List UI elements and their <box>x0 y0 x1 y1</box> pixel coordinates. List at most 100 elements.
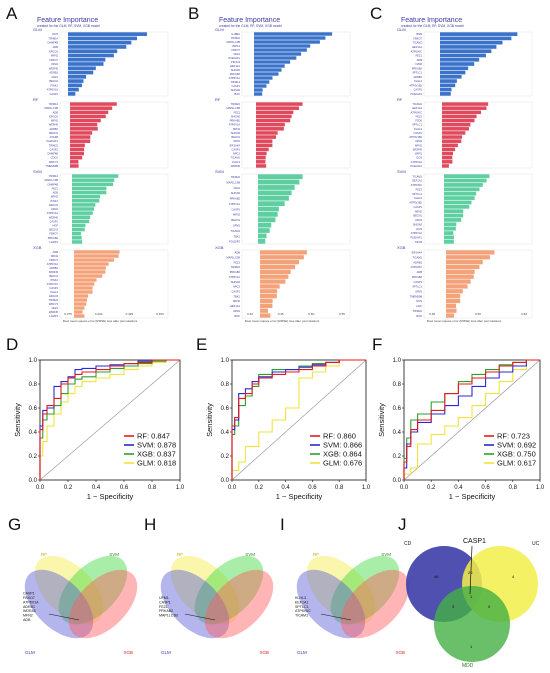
fi-bar <box>258 195 289 201</box>
fi-feature-label: ADB <box>53 110 59 114</box>
fi-bar <box>444 209 464 214</box>
roc-y-axis-label: Sensitivity <box>377 403 386 437</box>
fi-bar <box>70 155 83 160</box>
fi-bar <box>74 266 106 270</box>
fi-feature-label: ATP6V1B2 <box>409 135 422 139</box>
fi-bar <box>254 56 297 60</box>
feature-importance-b: Feature Importance created for the GLM, … <box>215 17 351 323</box>
fi-feature-label: CASP1 <box>413 205 422 209</box>
fi-bar <box>72 240 83 244</box>
fi-bar <box>440 87 452 92</box>
fi-feature-label: EIF2AK4 <box>412 251 423 255</box>
fi-feature-label: BOK <box>417 314 423 318</box>
roc-legend-entry: XGB: 0.750 <box>497 450 536 459</box>
fi-bar <box>440 62 475 66</box>
roc-legend-entry: XGB: 0.837 <box>137 450 176 459</box>
fi-bar <box>440 79 457 83</box>
roc-y-axis-label: Sensitivity <box>205 403 214 437</box>
roc-legend-entry: RF: 0.723 <box>497 432 530 441</box>
roc-x-tick-label: 0.6 <box>120 485 129 491</box>
fi-feature-label: PRKAB2 <box>230 270 241 274</box>
fi-bar <box>258 201 285 207</box>
fi-axis-label: Root mean square error (RMSE) loss after… <box>427 319 502 323</box>
fi-bar <box>254 76 273 80</box>
fi-feature-label: TRIM14 <box>49 174 59 178</box>
venn-ellipse-glm <box>24 569 94 639</box>
fi-tick-label: 0.425 <box>126 312 134 316</box>
roc-x-tick-label: 1.0 <box>536 485 545 491</box>
fi-feature-label: TICAM1 <box>230 156 240 160</box>
fi-tick-label: 0.48 <box>429 312 435 316</box>
fi-feature-label: CASP1 <box>49 286 58 290</box>
roc-chart-d: 0.00.0 0.2 0.2 0.4 0.4 0.6 0.6 0.8 0.8 1.0 1.0 1 − … <box>13 358 185 501</box>
venn-set-label: RF <box>313 552 319 557</box>
fi-feature-label: ADB <box>53 45 59 49</box>
venn-gene-label: WDR45 <box>23 609 36 613</box>
venn-ellipse-svm <box>194 555 264 625</box>
roc-x-tick-label: 0.0 <box>36 485 45 491</box>
venn-diagram-j: 46 4 1 26 3 0 1 CD UC MDD CASP1 <box>404 538 540 669</box>
roc-legend-entry: SVM: 0.692 <box>497 441 536 450</box>
fi-feature-label: SPTLC1 <box>412 192 422 196</box>
fi-bar <box>446 250 495 255</box>
fi-bar <box>260 298 273 304</box>
fi-bar <box>74 286 93 290</box>
fi-tick-label: 0.50 <box>308 312 314 316</box>
fi-feature-label: BECN1 <box>49 274 58 278</box>
fi-feature-label: UFM1 <box>51 207 59 211</box>
fi-bar <box>258 228 270 233</box>
fi-bar <box>72 194 101 199</box>
fi-bar <box>440 66 469 71</box>
fi-feature-label: FBXO7 <box>231 48 240 52</box>
roc-curve-rf <box>403 359 540 480</box>
fi-feature-label: EEF1A1 <box>412 179 422 183</box>
fi-bar <box>254 72 279 76</box>
fi-feature-label: BECN1 <box>49 79 58 83</box>
fi-bar <box>68 53 114 58</box>
fi-bar <box>72 174 119 178</box>
fi-bar <box>256 106 299 110</box>
panel-letter-b: B <box>188 4 199 23</box>
venn-set-label: XGB <box>123 650 133 655</box>
roc-y-tick-label: 0.4 <box>29 430 38 436</box>
fi-subtitle: created for the GLM, RF, SVM, XGB model <box>219 24 282 28</box>
fi-feature-label: ADRB1 <box>413 260 422 264</box>
venn-count-cd-mdd: 3 <box>452 604 455 609</box>
fi-feature-label: SHISA5 <box>231 68 241 72</box>
fi-feature-label: MAP1LC3B <box>44 178 58 182</box>
fi-feature-label: KLHL3 <box>50 290 58 294</box>
fi-feature-label: PLEKHF1 <box>410 92 422 96</box>
fi-body: GLMIFNBFBXO7TICAM1EEF1A1ATP6V0CFEZ1ADBFZ… <box>397 27 533 319</box>
fi-feature-label: ATP6V1A <box>411 231 422 235</box>
fi-bar <box>442 164 449 168</box>
fi-bar <box>256 114 292 119</box>
fi-bar <box>68 32 147 36</box>
venn-ellipse-svm <box>58 555 128 625</box>
panel-letters: A B C D E F G H I J <box>6 4 407 534</box>
fi-feature-label: SHISA5 <box>413 222 423 226</box>
fi-feature-label: TRIM22 <box>231 265 241 269</box>
fi-feature-label: ADRB1 <box>49 127 58 131</box>
fi-feature-label: WDR45 <box>49 215 59 219</box>
fi-bar <box>444 235 454 240</box>
fi-bar <box>444 218 462 222</box>
fi-feature-label: BECN1 <box>49 228 58 232</box>
fi-feature-label: WDR45 <box>49 66 59 70</box>
roc-x-tick-label: 0.4 <box>92 485 101 491</box>
venn-set-label: SVM <box>381 552 391 557</box>
roc-x-tick-label: 0.2 <box>64 485 73 491</box>
fi-bar <box>444 231 454 235</box>
fi-bar <box>72 182 114 187</box>
roc-x-axis-label: 1 − Specificity <box>87 492 134 501</box>
fi-bar <box>74 310 83 314</box>
fi-bar <box>72 207 94 211</box>
fi-title: Feature Importance <box>37 17 98 24</box>
fi-feature-label: FBXO7 <box>49 258 58 262</box>
fi-bar <box>70 131 93 135</box>
fi-feature-label: ATP6V1A <box>229 202 240 206</box>
fi-bar <box>442 143 458 148</box>
venn-gene-label: ADB <box>23 618 31 622</box>
fi-feature-label: IFNB <box>416 32 422 36</box>
fi-feature-label: CHMP4B <box>47 41 58 45</box>
fi-bar <box>444 178 487 183</box>
